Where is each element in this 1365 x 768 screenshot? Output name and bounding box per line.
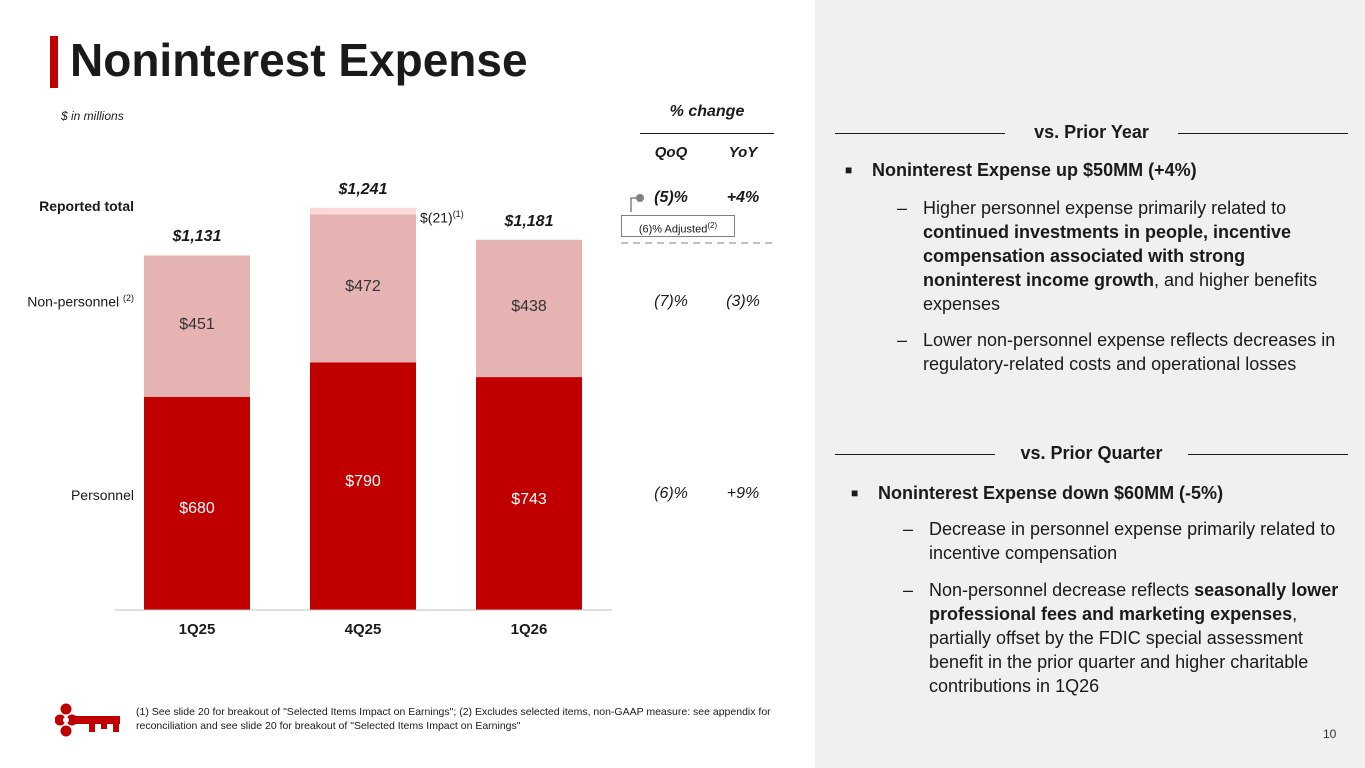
selected-items-label-sup: (1) — [452, 208, 464, 219]
page-number: 10 — [1323, 727, 1337, 741]
bar-personnel-1Q25 — [144, 396, 250, 610]
prior-quarter-heading: vs. Prior Quarter — [1020, 443, 1163, 463]
bar-value-non-personnel-4Q25: $472 — [345, 278, 381, 296]
prior-year-sub-1-a: Higher personnel expense primarily relat… — [923, 198, 1287, 218]
page-title: Noninterest Expense — [70, 34, 528, 86]
prior-quarter-sub-2-c: , partially offset by the FDIC special a… — [929, 604, 1309, 696]
row-label-non-personnel: Non-personnel (2) — [9, 293, 134, 310]
bar-value-personnel-1Q25: $680 — [179, 499, 215, 517]
prior-quarter-sub-2: Non-personnel decrease reflects seasonal… — [929, 578, 1344, 698]
prior-year-main-bullet: Noninterest Expense up $50MM (+4%) — [872, 160, 1197, 180]
qoq-header: QoQ — [654, 144, 688, 161]
non-personnel-label-text: Non-personnel — [27, 293, 120, 310]
pct-nonpersonnel-qoq: (7)% — [654, 293, 688, 310]
title-accent-bar — [50, 36, 58, 88]
bar-total-4Q25: $1,241 — [338, 180, 388, 198]
prior-year-rule-left — [835, 133, 1005, 134]
pct-personnel-qoq: (6)% — [654, 485, 688, 502]
bar-value-non-personnel-1Q26: $438 — [511, 298, 547, 316]
adjusted-note-text: (6)% Adjusted — [638, 223, 708, 236]
bar-non-personnel-1Q25 — [144, 255, 250, 397]
commentary-panel — [815, 0, 1365, 768]
prior-quarter-rule-left — [835, 454, 995, 455]
prior-quarter-bullet-marker: ■ — [851, 486, 859, 500]
bar-non-personnel-4Q25 — [310, 214, 416, 363]
pct-change-title: % change — [669, 103, 745, 120]
prior-year-dash-1: – — [897, 198, 908, 218]
units-note: $ in millions — [61, 109, 124, 123]
adjusted-connector — [621, 194, 775, 244]
bar-value-personnel-4Q25: $790 — [345, 472, 381, 490]
x-tick-label-1Q25: 1Q25 — [178, 621, 216, 638]
prior-year-sub-1-b: continued investments in people, incenti… — [923, 222, 1292, 290]
pct-nonpersonnel-yoy: (3)% — [726, 293, 760, 310]
prior-quarter-sub-2-b: seasonally lower professional fees and m… — [929, 580, 1339, 624]
bar-value-non-personnel-1Q25: $451 — [179, 316, 215, 334]
row-label-personnel: Personnel — [70, 487, 134, 503]
bar-selected-items-4Q25 — [310, 207, 416, 215]
prior-quarter-sub-1: Decrease in personnel expense primarily … — [929, 519, 1336, 563]
yoy-header: YoY — [728, 144, 758, 161]
prior-quarter-dash-1: – — [903, 519, 914, 539]
prior-year-sub-2: Lower non-personnel expense reflects dec… — [923, 330, 1336, 374]
prior-year-bullet-marker: ■ — [845, 163, 853, 177]
row-label-reported-total: Reported total — [39, 198, 134, 214]
prior-quarter-main-bullet: Noninterest Expense down $60MM (-5%) — [878, 483, 1224, 503]
prior-quarter-dash-2: – — [903, 580, 914, 600]
footnote: (1) See slide 20 for breakout of "Select… — [136, 706, 771, 732]
prior-year-sub-1-c: , and higher benefits expenses — [923, 270, 1318, 314]
prior-year-sub-1: Higher personnel expense primarily relat… — [923, 196, 1343, 316]
prior-quarter-rule-right — [1188, 454, 1348, 455]
x-tick-label-4Q25: 4Q25 — [344, 621, 382, 638]
prior-year-rule-right — [1178, 133, 1348, 134]
connector-line — [630, 197, 640, 212]
adjusted-note-box: (6)% Adjusted(2) — [621, 215, 735, 237]
non-personnel-label-sup: (2) — [123, 293, 134, 303]
key-logo-icon — [55, 703, 120, 737]
bar-total-1Q25: $1,131 — [172, 228, 222, 246]
x-tick-label-1Q26: 1Q26 — [510, 621, 548, 638]
pct-personnel-yoy: +9% — [726, 485, 760, 502]
selected-items-label-4Q25: $(21)(1) — [420, 208, 464, 226]
bar-total-1Q26: $1,181 — [504, 212, 554, 230]
bar-value-personnel-1Q26: $743 — [511, 490, 547, 508]
prior-quarter-sub-2-a: Non-personnel decrease reflects — [929, 580, 1195, 600]
bar-non-personnel-1Q26 — [476, 239, 582, 378]
adjusted-note-sup: (2) — [707, 221, 718, 230]
prior-year-dash-2: – — [897, 330, 908, 350]
bar-personnel-1Q26 — [476, 377, 582, 610]
pct-total-yoy: +4% — [726, 189, 760, 206]
prior-year-heading: vs. Prior Year — [1034, 122, 1149, 142]
pct-change-rule — [640, 133, 774, 134]
pct-total-qoq: (5)% — [654, 189, 688, 206]
bar-personnel-4Q25 — [310, 362, 416, 610]
